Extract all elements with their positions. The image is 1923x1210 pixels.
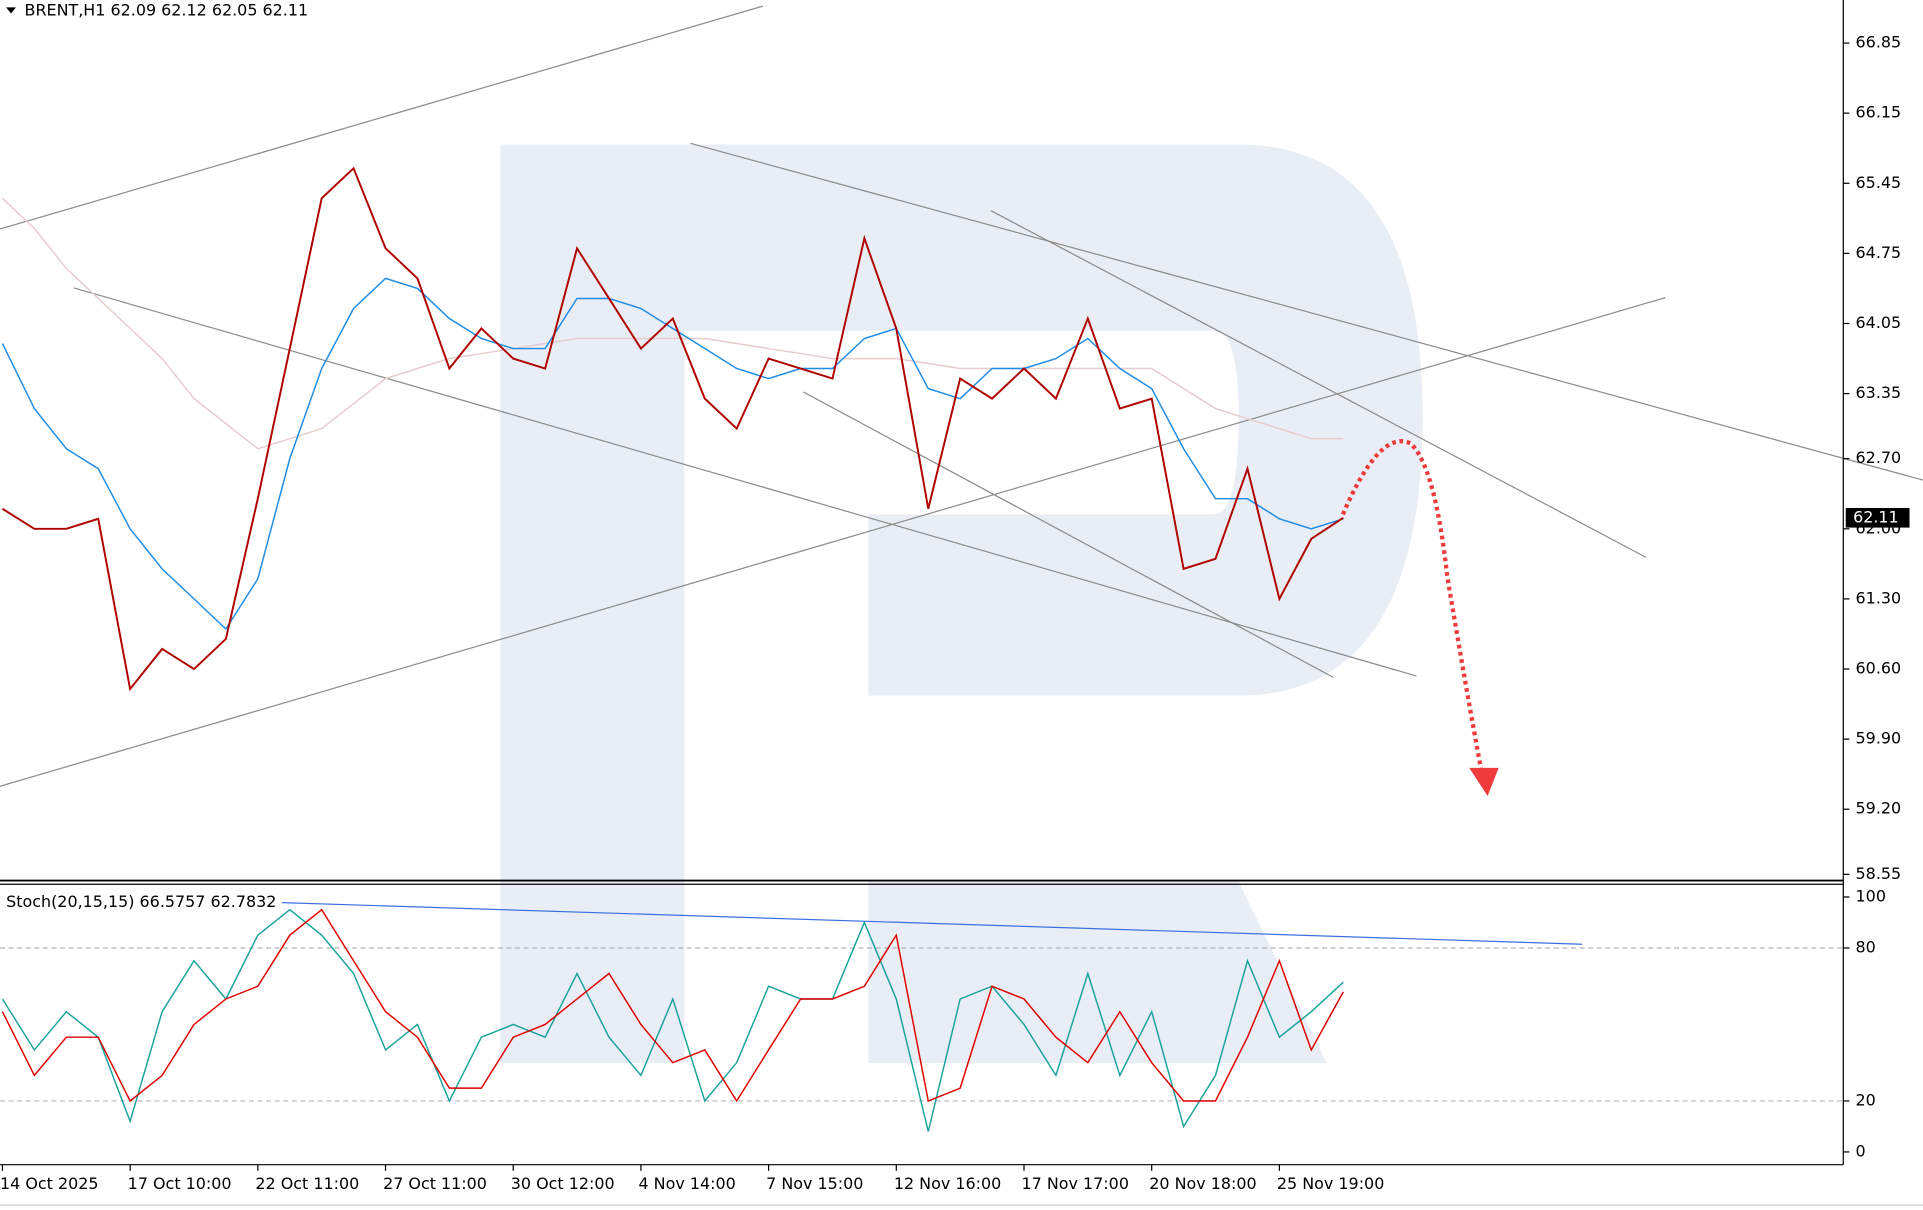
y-tick-label: 20 (1856, 1090, 1876, 1109)
y-tick-label: 64.05 (1856, 313, 1902, 332)
y-tick-label: 59.90 (1856, 729, 1902, 748)
y-tick-label: 63.35 (1856, 383, 1902, 402)
x-tick-label: 30 Oct 12:00 (511, 1174, 615, 1193)
y-tick-label: 64.75 (1856, 243, 1902, 262)
forecast-arrow (1340, 439, 1499, 797)
x-tick-label: 17 Oct 10:00 (128, 1174, 232, 1193)
y-tick-label: 66.85 (1856, 33, 1902, 52)
series-line (1, 277, 1344, 631)
price-tag-label: 62.11 (1853, 507, 1899, 526)
x-tick-label: 4 Nov 14:00 (638, 1174, 735, 1193)
y-tick-label: 59.20 (1856, 799, 1902, 818)
y-tick-label: 60.60 (1856, 659, 1902, 678)
price-tag (1845, 507, 1910, 528)
indicator-title: Stoch(20,15,15) 66.5757 62.7832 (6, 892, 276, 911)
y-tick-label: 80 (1856, 937, 1876, 956)
x-tick-label: 22 Oct 11:00 (255, 1174, 359, 1193)
x-tick-label: 7 Nov 15:00 (766, 1174, 863, 1193)
y-tick-label: 61.30 (1856, 588, 1902, 607)
x-tick-label: 12 Nov 16:00 (894, 1174, 1001, 1193)
trend-lines (0, 5, 1923, 945)
y-tick-label: 65.45 (1856, 173, 1902, 192)
y-tick-label: 62.70 (1856, 448, 1902, 467)
x-tick-label: 14 Oct 2025 (0, 1174, 99, 1193)
y-tick-label: 58.55 (1856, 864, 1902, 883)
series-line (1, 166, 1344, 692)
x-tick-label: 17 Nov 17:00 (1022, 1174, 1129, 1193)
x-tick-label: 20 Nov 18:00 (1149, 1174, 1256, 1193)
y-tick-label: 66.15 (1856, 103, 1902, 122)
y-tick-label: 100 (1856, 886, 1886, 905)
watermark (500, 144, 1423, 1064)
x-tick-label: 27 Oct 11:00 (383, 1174, 487, 1193)
y-tick-label: 0 (1856, 1141, 1866, 1160)
series-line (1, 908, 1344, 1103)
chart-title: BRENT,H1 62.09 62.12 62.05 62.11 (25, 1, 309, 20)
menu-triangle (6, 7, 16, 14)
x-tick-label: 25 Nov 19:00 (1277, 1174, 1384, 1193)
